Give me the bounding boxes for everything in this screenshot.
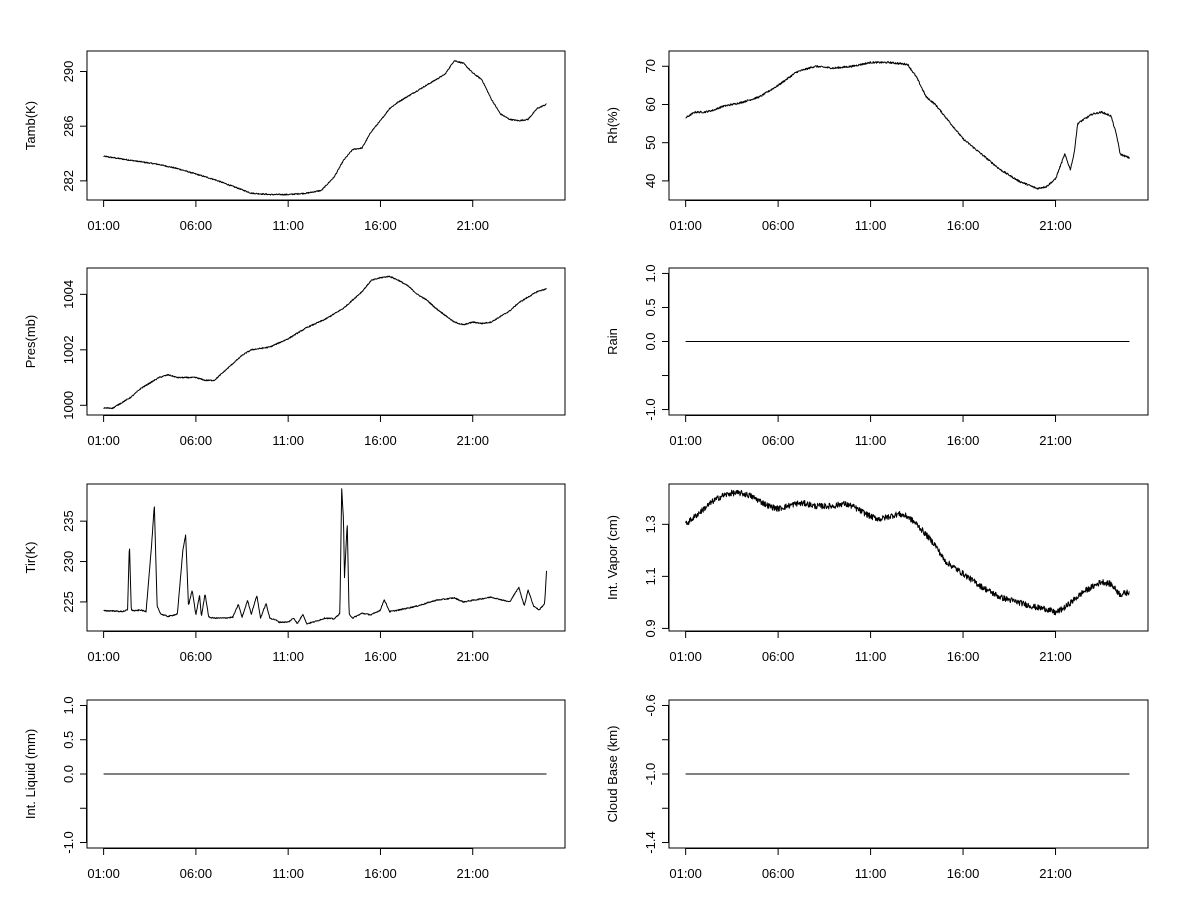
y-axis-label: Int. Vapor (cm) (605, 515, 620, 600)
series-line (685, 489, 1130, 616)
plot-frame (86, 267, 566, 416)
x-tick-label: 11:00 (272, 866, 304, 881)
x-tick-label: 21:00 (456, 218, 489, 233)
series-line (685, 61, 1130, 190)
x-tick-label: 06:00 (180, 433, 213, 448)
x-tick-label: 16:00 (947, 866, 980, 881)
x-tick-label: 06:00 (762, 866, 795, 881)
y-tick-label: 286 (61, 115, 76, 137)
x-tick-label: 11:00 (855, 649, 887, 664)
panel-6: 01:00 06:00 11:00 16:00 21:00 0.9 1.1 1.3 Int. V… (605, 483, 1149, 664)
x-tick-label: 16:00 (947, 433, 980, 448)
x-tick-label: 16:00 (364, 218, 397, 233)
panel-8: 01:00 06:00 11:00 16:00 21:00 -1.4 -1.0 -0.6 Clo… (605, 694, 1149, 881)
x-tick-label: 11:00 (855, 218, 887, 233)
x-tick-label: 11:00 (272, 433, 304, 448)
y-tick-label: 40 (643, 174, 658, 188)
y-tick-label: -1.0 (61, 831, 76, 853)
panel-5: 01:00 06:00 11:00 16:00 21:00 225 230 235 Tir(K) (23, 483, 566, 664)
y-tick-label: 1002 (61, 335, 76, 364)
y-axis-label: Int. Liquid (mm) (23, 729, 38, 819)
y-tick-label: -0.6 (643, 694, 658, 716)
y-tick-label: 1.1 (643, 567, 658, 585)
y-tick-label: 60 (643, 97, 658, 111)
panel-2: 01:00 06:00 11:00 16:00 21:00 40 50 60 70 Rh(%) (605, 50, 1149, 233)
x-tick-label: 21:00 (1039, 649, 1072, 664)
plot-frame (86, 50, 566, 201)
series-line (103, 60, 547, 196)
x-tick-label: 01:00 (87, 649, 120, 664)
x-tick-label: 11:00 (855, 433, 887, 448)
x-tick-label: 16:00 (947, 649, 980, 664)
x-tick-label: 16:00 (364, 433, 397, 448)
y-tick-label: 225 (61, 591, 76, 613)
x-tick-label: 01:00 (87, 218, 120, 233)
x-tick-label: 01:00 (669, 433, 702, 448)
x-tick-label: 21:00 (1039, 866, 1072, 881)
x-tick-label: 06:00 (762, 218, 795, 233)
y-tick-label: 235 (61, 510, 76, 532)
y-axis-label: Cloud Base (km) (605, 726, 620, 823)
x-tick-label: 01:00 (669, 649, 702, 664)
x-tick-label: 21:00 (1039, 433, 1072, 448)
x-tick-label: 01:00 (87, 866, 120, 881)
x-tick-label: 11:00 (272, 649, 304, 664)
panel-3: 01:00 06:00 11:00 16:00 21:00 1000 1002 1004 Pre… (23, 267, 566, 448)
y-tick-label: 290 (61, 61, 76, 83)
y-tick-label: 1000 (61, 391, 76, 420)
x-tick-label: 21:00 (1039, 218, 1072, 233)
y-tick-label: 0.0 (61, 765, 76, 783)
plot-frame (668, 483, 1149, 632)
x-tick-label: 11:00 (855, 866, 887, 881)
x-tick-label: 01:00 (87, 433, 120, 448)
x-tick-label: 21:00 (456, 649, 489, 664)
x-tick-label: 16:00 (947, 218, 980, 233)
y-axis-label: Tir(K) (23, 541, 38, 573)
x-tick-label: 06:00 (180, 218, 213, 233)
x-tick-label: 06:00 (180, 649, 213, 664)
x-tick-label: 21:00 (456, 866, 489, 881)
y-tick-label: 282 (61, 170, 76, 192)
y-tick-label: 70 (643, 59, 658, 73)
y-axis-label: Pres(mb) (23, 315, 38, 368)
y-tick-label: 50 (643, 135, 658, 149)
y-tick-label: 1004 (61, 280, 76, 309)
y-tick-label: 0.5 (61, 731, 76, 749)
x-tick-label: 06:00 (762, 649, 795, 664)
y-tick-label: 230 (61, 551, 76, 573)
y-tick-label: 1.0 (61, 696, 76, 714)
y-axis-label: Rain (605, 328, 620, 355)
y-axis-label: Tamb(K) (23, 101, 38, 150)
y-tick-label: -1.0 (643, 398, 658, 420)
y-axis-label: Rh(%) (605, 107, 620, 144)
x-tick-label: 16:00 (364, 649, 397, 664)
y-tick-label: -1.0 (643, 763, 658, 785)
y-tick-label: 0.9 (643, 619, 658, 637)
y-tick-label: -1.4 (643, 831, 658, 853)
x-tick-label: 16:00 (364, 866, 397, 881)
x-tick-label: 01:00 (669, 866, 702, 881)
x-tick-label: 21:00 (456, 433, 489, 448)
plot-frame (668, 50, 1149, 201)
y-tick-label: 0.0 (643, 332, 658, 350)
panel-1: 01:00 06:00 11:00 16:00 21:00 282 286 290 Tamb(K… (23, 50, 566, 233)
series-line (103, 488, 547, 625)
panel-4: 01:00 06:00 11:00 16:00 21:00 -1.0 0.0 0.5 1.0 Ra… (605, 264, 1149, 448)
y-tick-label: 1.3 (643, 515, 658, 533)
y-tick-label: 0.5 (643, 298, 658, 316)
x-tick-label: 01:00 (669, 218, 702, 233)
series-line (103, 275, 547, 410)
panel-7: 01:00 06:00 11:00 16:00 21:00 -1.0 0.0 0.5 1.0 In… (23, 696, 566, 881)
x-tick-label: 06:00 (762, 433, 795, 448)
x-tick-label: 06:00 (180, 866, 213, 881)
x-tick-label: 11:00 (272, 218, 304, 233)
y-tick-label: 1.0 (643, 264, 658, 282)
